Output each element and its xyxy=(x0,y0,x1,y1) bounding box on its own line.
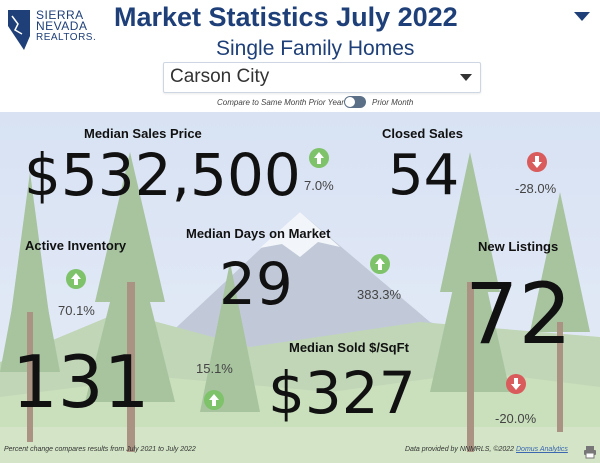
closed-sales-change: -28.0% xyxy=(515,181,557,196)
active-inventory-label: Active Inventory xyxy=(25,238,127,253)
active-inventory-value: 131 xyxy=(12,340,150,424)
chevron-down-icon[interactable] xyxy=(460,74,472,81)
median-days-on-market-value: 29 xyxy=(219,250,293,318)
domus-analytics-link[interactable]: Domus Analytics xyxy=(516,446,568,453)
logo-line-2: NEVADA xyxy=(36,19,88,33)
median-sold-sqft-change: 15.1% xyxy=(196,361,233,376)
arrow-up-icon xyxy=(204,390,224,410)
logo-text: SIERRA NEVADA REALTORS. xyxy=(36,8,97,43)
new-listings-value: 72 xyxy=(465,265,572,363)
arrow-down-icon xyxy=(527,152,547,172)
footer-provider: Data provided by NNMRLS, ©2022 Domus Ana… xyxy=(405,446,568,453)
median-days-on-market-label: Median Days on Market xyxy=(186,226,331,241)
state-logo-icon xyxy=(8,10,30,50)
closed-sales-label: Closed Sales xyxy=(382,126,463,141)
arrow-up-icon xyxy=(309,148,329,168)
median-sales-price-label: Median Sales Price xyxy=(84,126,202,141)
median-sold-sqft-value: $327 xyxy=(268,359,416,427)
median-sales-price-change: 7.0% xyxy=(304,178,334,193)
area-select-value: Carson City xyxy=(170,66,270,87)
compare-prior-month-label: Prior Month xyxy=(372,98,414,107)
stats-panel xyxy=(0,112,600,463)
arrow-up-icon xyxy=(370,254,390,274)
arrow-up-icon xyxy=(66,269,86,289)
closed-sales-value: 54 xyxy=(388,143,460,208)
page-subtitle: Single Family Homes xyxy=(216,37,415,60)
arrow-down-icon xyxy=(506,374,526,394)
new-listings-change: -20.0% xyxy=(495,411,537,426)
printer-icon[interactable] xyxy=(583,445,597,459)
header: SIERRA NEVADA REALTORS. Market Statistic… xyxy=(0,0,600,112)
forest-background xyxy=(0,112,600,463)
median-days-on-market-change: 383.3% xyxy=(357,287,402,302)
new-listings-label: New Listings xyxy=(478,239,559,254)
sierra-nevada-realtors-logo: SIERRA NEVADA REALTORS. xyxy=(6,8,96,52)
area-select[interactable]: Carson City xyxy=(163,62,481,93)
footer-note: Percent change compares results from Jul… xyxy=(4,446,196,453)
toggle-knob xyxy=(345,97,355,107)
compare-toggle-switch[interactable] xyxy=(344,96,366,108)
chevron-down-icon[interactable] xyxy=(574,12,590,21)
median-sold-sqft-label: Median Sold $/SqFt xyxy=(289,340,409,355)
logo-line-3: REALTORS. xyxy=(36,32,97,43)
compare-prior-year-label: Compare to Same Month Prior Year xyxy=(217,98,345,107)
median-sales-price-value: $532,500 xyxy=(24,141,301,209)
footer-provider-text: Data provided by NNMRLS, ©2022 xyxy=(405,446,515,453)
logo-line-1: SIERRA xyxy=(36,8,84,22)
page-title: Market Statistics July 2022 xyxy=(114,2,458,32)
active-inventory-change: 70.1% xyxy=(58,303,95,318)
compare-toggle-row: Compare to Same Month Prior Year Prior M… xyxy=(0,96,600,110)
